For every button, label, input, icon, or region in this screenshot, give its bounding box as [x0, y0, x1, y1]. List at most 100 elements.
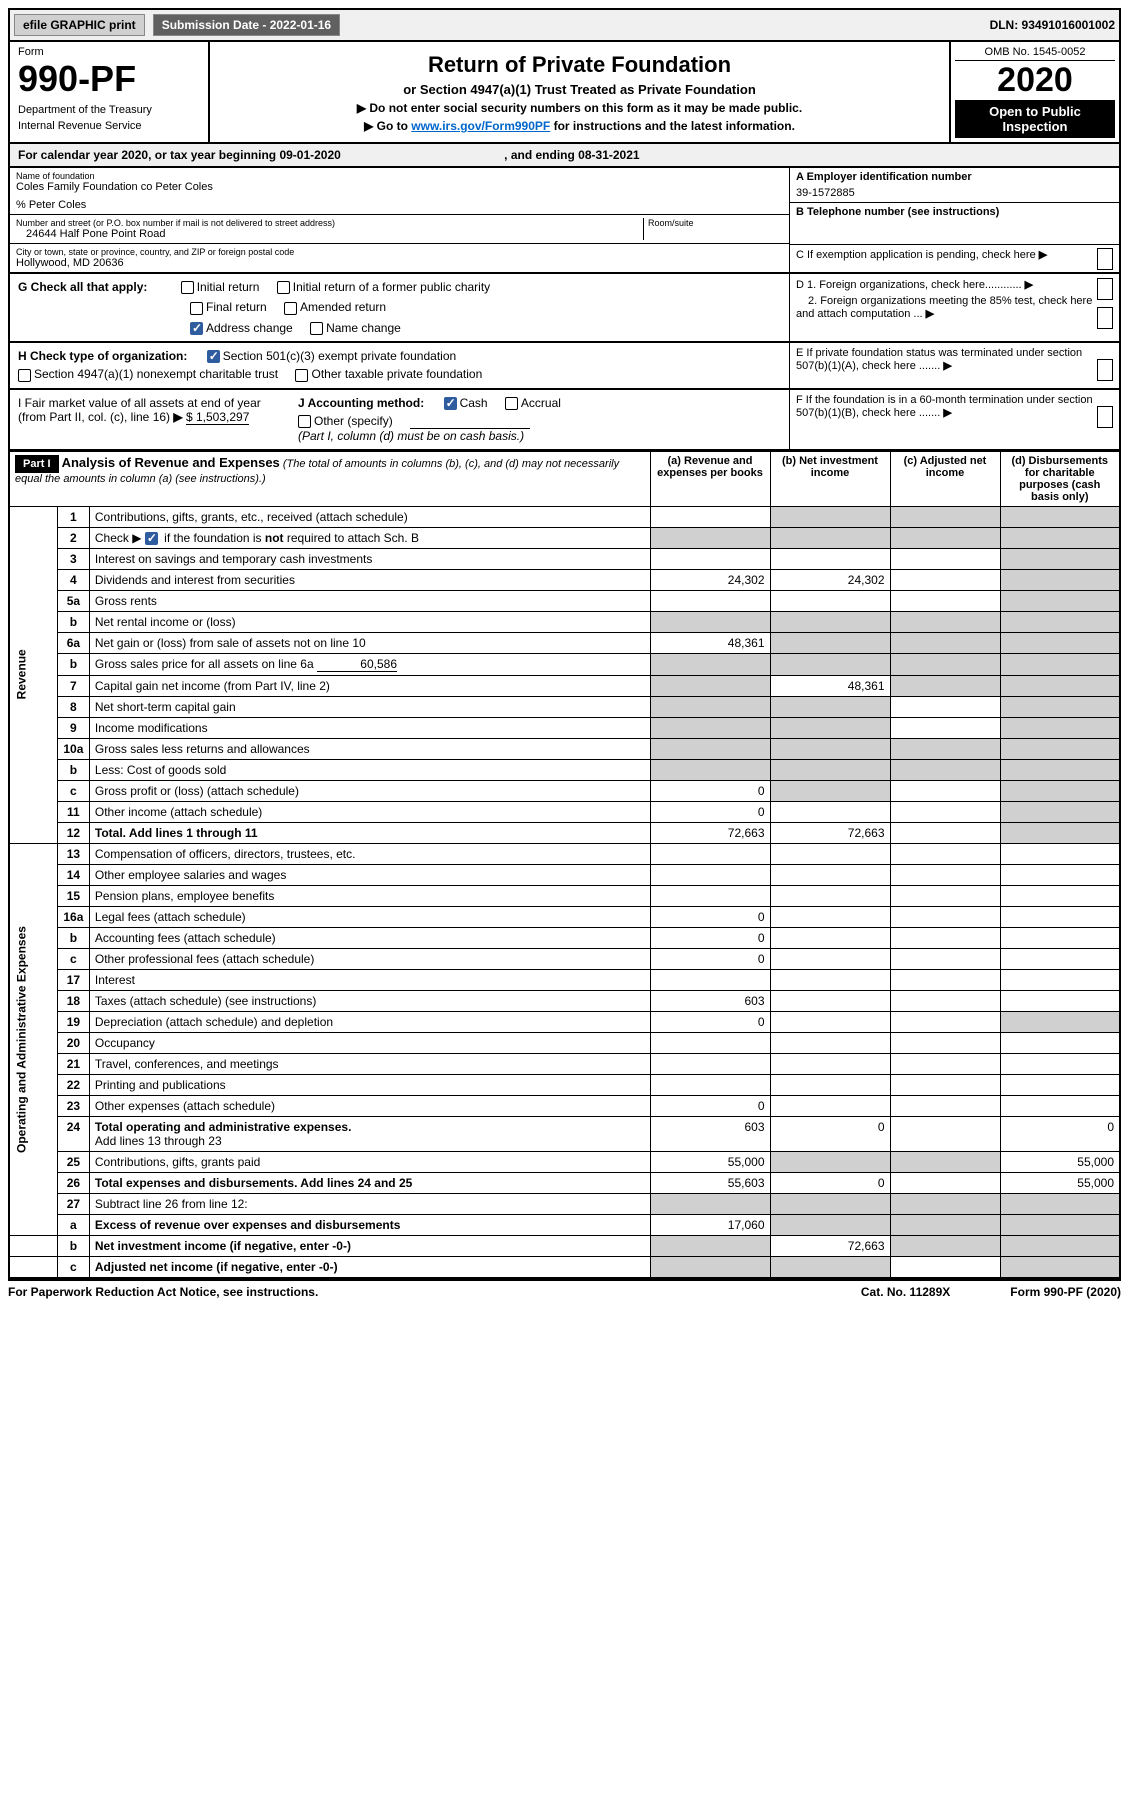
table-row: 3Interest on savings and temporary cash …	[9, 549, 1120, 570]
line-16b-col-a: 0	[650, 928, 770, 949]
d1-checkbox[interactable]	[1097, 278, 1113, 300]
line-14-desc: Other employee salaries and wages	[89, 865, 650, 886]
schb-checkbox[interactable]	[145, 532, 158, 545]
care-of: % Peter Coles	[16, 199, 783, 211]
c-checkbox[interactable]	[1097, 248, 1113, 270]
table-row: 24Total operating and administrative exp…	[9, 1117, 1120, 1152]
line-27a-col-a: 17,060	[650, 1215, 770, 1236]
h-block: H Check type of organization: Section 50…	[10, 343, 789, 388]
g-label: G Check all that apply:	[18, 280, 147, 294]
city-state-zip: Hollywood, MD 20636	[16, 257, 783, 269]
revenue-sidebar: Revenue	[9, 506, 57, 843]
cash-checkbox[interactable]	[444, 397, 457, 410]
line-4-desc: Dividends and interest from securities	[89, 570, 650, 591]
arrow-icon: ▶	[926, 308, 934, 320]
line-2-suffix: if the foundation is not required to att…	[164, 531, 419, 545]
omb-number: OMB No. 1545-0052	[955, 46, 1115, 61]
line-25-col-d: 55,000	[1000, 1152, 1120, 1173]
exemption-pending-row: C If exemption application is pending, c…	[790, 245, 1119, 264]
line-25-desc: Contributions, gifts, grants paid	[89, 1152, 650, 1173]
4947-checkbox[interactable]	[18, 369, 31, 382]
amended-return-checkbox[interactable]	[284, 302, 297, 315]
table-row: 26Total expenses and disbursements. Add …	[9, 1173, 1120, 1194]
irs-link[interactable]: www.irs.gov/Form990PF	[411, 119, 550, 133]
line-18-col-a: 603	[650, 991, 770, 1012]
accrual-label: Accrual	[521, 396, 561, 410]
initial-return-checkbox[interactable]	[181, 281, 194, 294]
line-11-desc: Other income (attach schedule)	[89, 802, 650, 823]
address-change-label: Address change	[206, 321, 293, 335]
501c3-label: Section 501(c)(3) exempt private foundat…	[223, 349, 456, 363]
page-footer: For Paperwork Reduction Act Notice, see …	[8, 1279, 1121, 1303]
j-label: J Accounting method:	[298, 396, 424, 410]
name-change-checkbox[interactable]	[310, 322, 323, 335]
form-id-block: Form 990-PF Department of the Treasury I…	[10, 42, 210, 142]
ein-label: A Employer identification number	[796, 171, 1113, 183]
line-20-desc: Occupancy	[89, 1033, 650, 1054]
goto-suffix: for instructions and the latest informat…	[554, 119, 795, 133]
table-row: bLess: Cost of goods sold	[9, 760, 1120, 781]
table-row: Revenue 1Contributions, gifts, grants, e…	[9, 506, 1120, 527]
table-row: 17Interest	[9, 970, 1120, 991]
line-4-col-a: 24,302	[650, 570, 770, 591]
room-label: Room/suite	[648, 218, 783, 228]
initial-former-checkbox[interactable]	[277, 281, 290, 294]
line-18-desc: Taxes (attach schedule) (see instruction…	[89, 991, 650, 1012]
line-12-col-a: 72,663	[650, 823, 770, 844]
part1-table: Part I Analysis of Revenue and Expenses …	[8, 451, 1121, 1279]
goto-prefix: ▶ Go to	[364, 119, 408, 133]
f-checkbox[interactable]	[1097, 406, 1113, 428]
d2-checkbox[interactable]	[1097, 307, 1113, 329]
501c3-checkbox[interactable]	[207, 350, 220, 363]
final-return-checkbox[interactable]	[190, 302, 203, 315]
part1-badge: Part I	[15, 455, 59, 473]
g-d-row: G Check all that apply: Initial return I…	[8, 274, 1121, 343]
line-23-col-a: 0	[650, 1096, 770, 1117]
line-16a-desc: Legal fees (attach schedule)	[89, 907, 650, 928]
line-24-sub: Add lines 13 through 23	[95, 1134, 222, 1148]
efile-bar: efile GRAPHIC print Submission Date - 20…	[8, 8, 1121, 42]
entity-meta-block: Name of foundation Coles Family Foundati…	[8, 168, 1121, 274]
line-6a-desc: Net gain or (loss) from sale of assets n…	[89, 633, 650, 654]
j-block: J Accounting method: Cash Accrual Other …	[298, 396, 575, 443]
other-method-checkbox[interactable]	[298, 415, 311, 428]
h-label: H Check type of organization:	[18, 349, 187, 363]
line-9-desc: Income modifications	[89, 718, 650, 739]
line-27a-desc: Excess of revenue over expenses and disb…	[95, 1218, 400, 1232]
amended-return-label: Amended return	[300, 300, 386, 314]
table-row: bNet rental income or (loss)	[9, 612, 1120, 633]
line-25-col-a: 55,000	[650, 1152, 770, 1173]
address-change-checkbox[interactable]	[190, 322, 203, 335]
table-row: 21Travel, conferences, and meetings	[9, 1054, 1120, 1075]
irs-label: Internal Revenue Service	[18, 120, 200, 132]
line-27-desc: Subtract line 26 from line 12:	[89, 1194, 650, 1215]
line-26-desc: Total expenses and disbursements. Add li…	[95, 1176, 412, 1190]
line-16c-desc: Other professional fees (attach schedule…	[89, 949, 650, 970]
line-6b-value: 60,586	[317, 657, 397, 672]
line-7-col-b: 48,361	[770, 676, 890, 697]
table-row: 6aNet gain or (loss) from sale of assets…	[9, 633, 1120, 654]
f-block: F If the foundation is in a 60-month ter…	[789, 390, 1119, 449]
form-title: Return of Private Foundation	[220, 52, 939, 78]
opex-sidebar: Operating and Administrative Expenses	[9, 844, 57, 1236]
table-row: bNet investment income (if negative, ent…	[9, 1236, 1120, 1257]
e-checkbox[interactable]	[1097, 359, 1113, 381]
d1-label: D 1. Foreign organizations, check here..…	[796, 279, 1022, 291]
line-5b-desc: Net rental income or (loss)	[89, 612, 650, 633]
line-12-col-b: 72,663	[770, 823, 890, 844]
table-row: 11Other income (attach schedule)0	[9, 802, 1120, 823]
table-row: 7Capital gain net income (from Part IV, …	[9, 676, 1120, 697]
line-3-desc: Interest on savings and temporary cash i…	[89, 549, 650, 570]
telephone-row: B Telephone number (see instructions)	[790, 203, 1119, 245]
other-taxable-checkbox[interactable]	[295, 369, 308, 382]
line-24-col-b: 0	[770, 1117, 890, 1152]
line-1-desc: Contributions, gifts, grants, etc., rece…	[89, 506, 650, 527]
other-taxable-label: Other taxable private foundation	[311, 367, 482, 381]
table-row: bGross sales price for all assets on lin…	[9, 654, 1120, 676]
cal-year-end: , and ending 08-31-2021	[504, 148, 639, 162]
arrow-icon: ▶	[1039, 249, 1047, 261]
col-d-header: (d) Disbursements for charitable purpose…	[1000, 451, 1120, 506]
efile-print-button[interactable]: efile GRAPHIC print	[14, 14, 145, 36]
accrual-checkbox[interactable]	[505, 397, 518, 410]
line-13-desc: Compensation of officers, directors, tru…	[89, 844, 650, 865]
